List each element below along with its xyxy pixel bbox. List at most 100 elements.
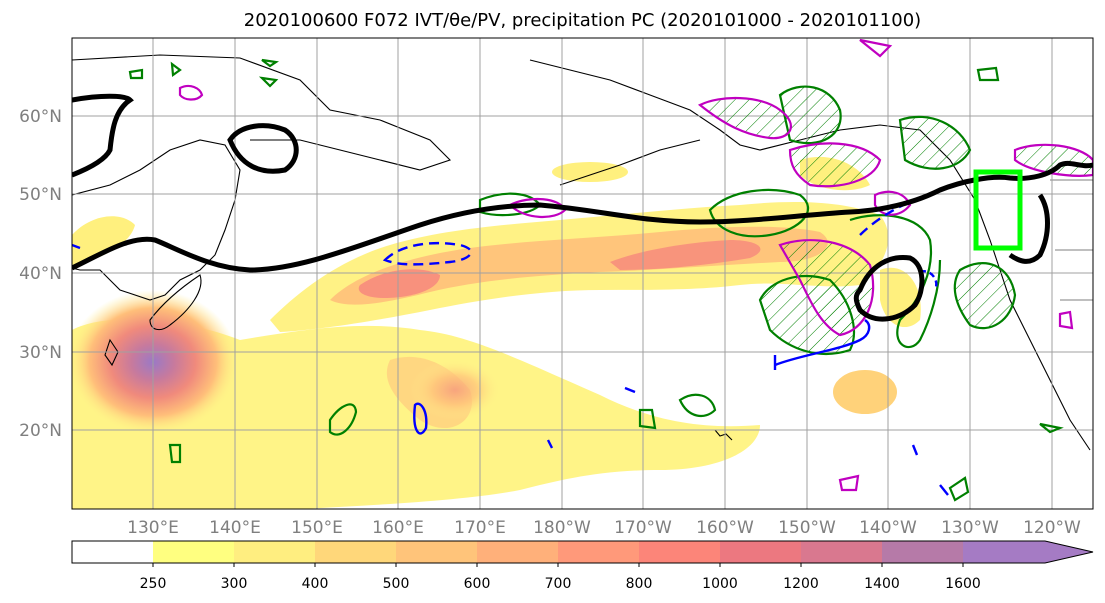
- colorbar-cell: [720, 541, 802, 563]
- chart-title: 2020100600 F072 IVT/θe/PV, precipitation…: [243, 10, 922, 31]
- colorbar-cells: [72, 541, 1093, 563]
- lon-label-120w: 120°W: [1023, 518, 1081, 538]
- lon-label-150e: 150°E: [291, 518, 343, 538]
- precip-patch-10: [1039, 422, 1064, 434]
- lon-label-170w: 170°W: [614, 518, 672, 538]
- target-region-box: [973, 169, 1023, 251]
- lat-label-20n: 20°N: [19, 421, 62, 441]
- precip-patch-11: [948, 476, 970, 502]
- map-area: [72, 38, 1093, 509]
- colorbar-label-500: 500: [383, 576, 410, 592]
- colorbar-label-250: 250: [140, 576, 167, 592]
- colorbar-label-300: 300: [221, 576, 248, 592]
- ivt-bering: [552, 162, 628, 182]
- colorbar-cell: [882, 541, 964, 563]
- lon-label-150w: 150°W: [778, 518, 836, 538]
- jet-closed-low: [227, 123, 299, 174]
- gridlines: [72, 38, 1093, 509]
- ivt-east-pacific: [833, 370, 897, 414]
- coastlines: [72, 54, 1093, 451]
- theta-e-small: [838, 38, 1074, 492]
- colorbar-cell: [396, 541, 478, 563]
- ivt-max-170w: [610, 240, 761, 270]
- precip-patch-6: [328, 403, 358, 436]
- coast-taiwan: [104, 338, 119, 367]
- theta-e-patch-2: [788, 142, 882, 188]
- state-borders: [1050, 179, 1093, 301]
- colorbar-cell: [801, 541, 883, 563]
- coast-asia: [72, 139, 241, 301]
- colorbar-cell: [153, 541, 235, 563]
- lat-label-60n: 60°N: [19, 107, 62, 127]
- theta-e-patch-1: [697, 97, 792, 140]
- map-frame: [71, 37, 1094, 510]
- colorbar-label-1200: 1200: [783, 576, 819, 592]
- colorbar-cell: [639, 541, 721, 563]
- lon-label-160w: 160°W: [696, 518, 754, 538]
- jet-northwest: [72, 93, 134, 178]
- pv-solid-1: [774, 319, 871, 367]
- colorbar-cell: [234, 541, 316, 563]
- colorbar-labels: 250 300 400 500 600 700 800 1000 1200 14…: [140, 576, 981, 592]
- pv-solid-3: [413, 402, 428, 435]
- colorbar: 250 300 400 500 600 700 800 1000 1200 14…: [71, 540, 1094, 592]
- colorbar-ticks: [152, 563, 964, 567]
- colorbar-label-1600: 1600: [945, 576, 981, 592]
- colorbar-cell: [558, 541, 640, 563]
- colorbar-label-1400: 1400: [864, 576, 900, 592]
- precip-patch-9: [638, 408, 657, 430]
- precip-patch-7: [168, 443, 182, 464]
- theta-e-patch-3: [778, 239, 875, 337]
- colorbar-label-700: 700: [545, 576, 572, 592]
- pv-small: [72, 243, 949, 496]
- colorbar-cell: [963, 541, 1093, 563]
- ivt-japan-sea: [72, 216, 135, 265]
- colorbar-label-1000: 1000: [702, 576, 738, 592]
- lon-label-140e: 140°E: [209, 518, 261, 538]
- lon-label-130w: 130°W: [941, 518, 999, 538]
- ivt-typhoon: [72, 290, 238, 434]
- coast-japan: [149, 274, 202, 331]
- precip-patch-4: [953, 262, 1017, 330]
- precip-patch-8: [678, 393, 717, 418]
- coast-siberia: [72, 54, 452, 171]
- pv-contours: [72, 193, 949, 496]
- colorbar-frame: [71, 540, 1094, 564]
- colorbar-cell: [72, 541, 154, 563]
- aleutians: [559, 139, 701, 186]
- lat-label-30n: 30°N: [19, 343, 62, 363]
- lon-label-160e: 160°E: [372, 518, 424, 538]
- theta-e-patch-7: [178, 84, 204, 101]
- colorbar-label-400: 400: [302, 576, 329, 592]
- theta-e-patch-6: [1013, 143, 1093, 177]
- precip-patch-12: [976, 66, 1000, 82]
- pv-dashed-2: [859, 193, 931, 236]
- lon-label-180w: 180°W: [533, 518, 591, 538]
- coast-north-america: [529, 59, 1091, 451]
- colorbar-label-800: 800: [626, 576, 653, 592]
- colorbar-label-600: 600: [464, 576, 491, 592]
- ivt-max-160e: [358, 269, 440, 298]
- lat-label-40n: 40°N: [19, 264, 62, 284]
- lat-label-50n: 50°N: [19, 185, 62, 205]
- jet-east: [1008, 193, 1050, 264]
- precip-patch-2: [778, 85, 842, 145]
- ivt-secondary-max: [410, 360, 500, 420]
- coast-hawaii: [714, 429, 733, 441]
- theta-e-contours: [178, 38, 1093, 492]
- lon-label-140w: 140°W: [859, 518, 917, 538]
- colorbar-cell: [477, 541, 559, 563]
- lat-labels: 60°N 50°N 40°N 30°N 20°N: [19, 107, 62, 441]
- lon-label-130e: 130°E: [127, 518, 179, 538]
- colorbar-cell: [315, 541, 397, 563]
- precip-contours: [128, 58, 1064, 502]
- precip-patch-3: [898, 115, 972, 170]
- precip-patch-siberia: [128, 58, 280, 88]
- precip-cutoff: [849, 214, 942, 349]
- jet-cutoff-low: [853, 254, 925, 322]
- lon-labels: 130°E 140°E 150°E 160°E 170°E 180°W 170°…: [127, 518, 1081, 538]
- lon-label-170e: 170°E: [454, 518, 506, 538]
- jet-main: [72, 160, 1093, 273]
- ivt-cutoff-low: [880, 267, 921, 328]
